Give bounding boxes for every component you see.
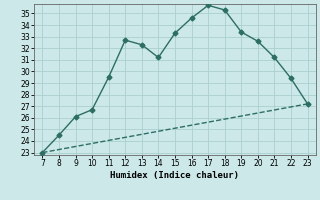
- X-axis label: Humidex (Indice chaleur): Humidex (Indice chaleur): [110, 171, 239, 180]
